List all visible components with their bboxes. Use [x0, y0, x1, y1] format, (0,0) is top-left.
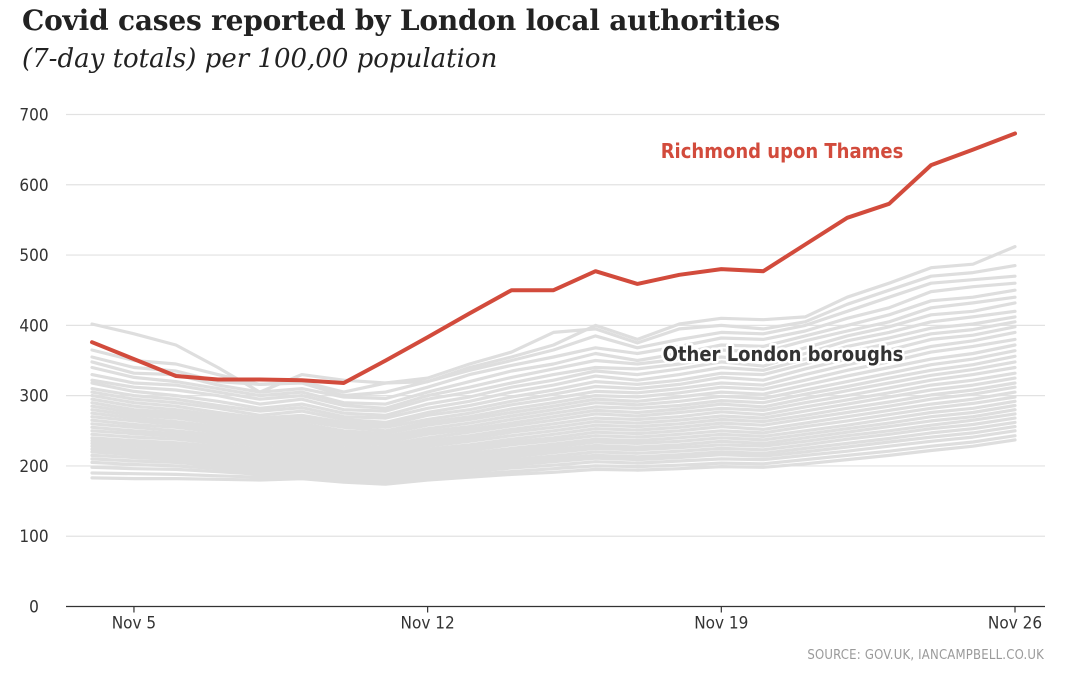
other-borough-line-10	[90, 320, 1017, 424]
other-borough-line-34	[90, 438, 1017, 486]
x-tick-label: Nov 19	[694, 614, 748, 634]
annotations: Richmond upon Thames Other London borough…	[660, 139, 906, 369]
other-borough-line-13	[90, 337, 1017, 433]
y-tick-label: 100	[19, 527, 48, 547]
other-borough-line-30	[90, 420, 1017, 478]
other-borough-line-21	[90, 381, 1017, 455]
other-borough-line-31	[90, 425, 1017, 480]
other-borough-line-24	[90, 395, 1017, 464]
richmond-label: Richmond upon Thames	[661, 139, 904, 163]
other-borough-line-8	[90, 309, 1017, 417]
other-boroughs-series	[90, 245, 1017, 486]
y-tick-label: 300	[19, 387, 48, 407]
other-borough-line-19	[90, 371, 1017, 450]
other-borough-line-15	[90, 349, 1017, 438]
other-borough-line-11	[90, 325, 1017, 427]
other-borough-line-23	[90, 390, 1017, 461]
y-tick-label: 200	[19, 457, 48, 477]
x-tick-label: Nov 12	[401, 614, 455, 634]
chart-title: Covid cases reported by London local aut…	[22, 4, 781, 37]
richmond-series	[90, 131, 1017, 385]
other-borough-line-14	[90, 343, 1017, 436]
other-borough-line-29	[90, 416, 1017, 476]
other-borough-line-28	[90, 412, 1017, 474]
other-borough-line-27	[90, 408, 1017, 471]
other-borough-line-5	[90, 288, 1017, 406]
y-tick-label: 700	[19, 106, 48, 126]
x-tick-label: Nov 5	[112, 614, 156, 634]
y-tick-label: 600	[19, 176, 48, 196]
other-borough-line-25	[90, 399, 1017, 467]
x-tick-label: Nov 26	[988, 614, 1042, 634]
other-borough-line-33	[90, 434, 1017, 484]
other-borough-line-9	[90, 315, 1017, 420]
other-borough-line-22	[90, 385, 1017, 458]
other-borough-line-6	[90, 295, 1017, 410]
axes: 0 100 200 300 400 500 600 700 Nov 5 Nov 12 Nov 19 N…	[19, 106, 1045, 634]
source-note: SOURCE: GOV.UK, IANCAMPBELL.CO.UK	[807, 648, 1044, 663]
chart-subtitle: (7-day totals) per 100,00 population	[22, 44, 498, 74]
y-tick-label: 400	[19, 316, 48, 336]
other-borough-line-17	[90, 360, 1017, 444]
other-borough-line-20	[90, 376, 1017, 453]
richmond-line	[90, 131, 1017, 385]
other-borough-line-16	[90, 354, 1017, 441]
y-tick-label: 0	[29, 598, 39, 618]
other-boroughs-label: Other London boroughs	[663, 342, 904, 366]
other-borough-line-18	[90, 365, 1017, 447]
other-borough-line-32	[90, 429, 1017, 482]
y-tick-label: 500	[19, 246, 48, 266]
other-borough-line-7	[90, 301, 1017, 413]
other-borough-line-4	[90, 281, 1017, 401]
other-borough-line-3	[90, 274, 1017, 398]
line-chart: 0 100 200 300 400 500 600 700 Nov 5 Nov 12 Nov 19 N…	[19, 106, 1045, 634]
other-borough-line-26	[90, 403, 1017, 469]
other-borough-line-12	[90, 330, 1017, 429]
